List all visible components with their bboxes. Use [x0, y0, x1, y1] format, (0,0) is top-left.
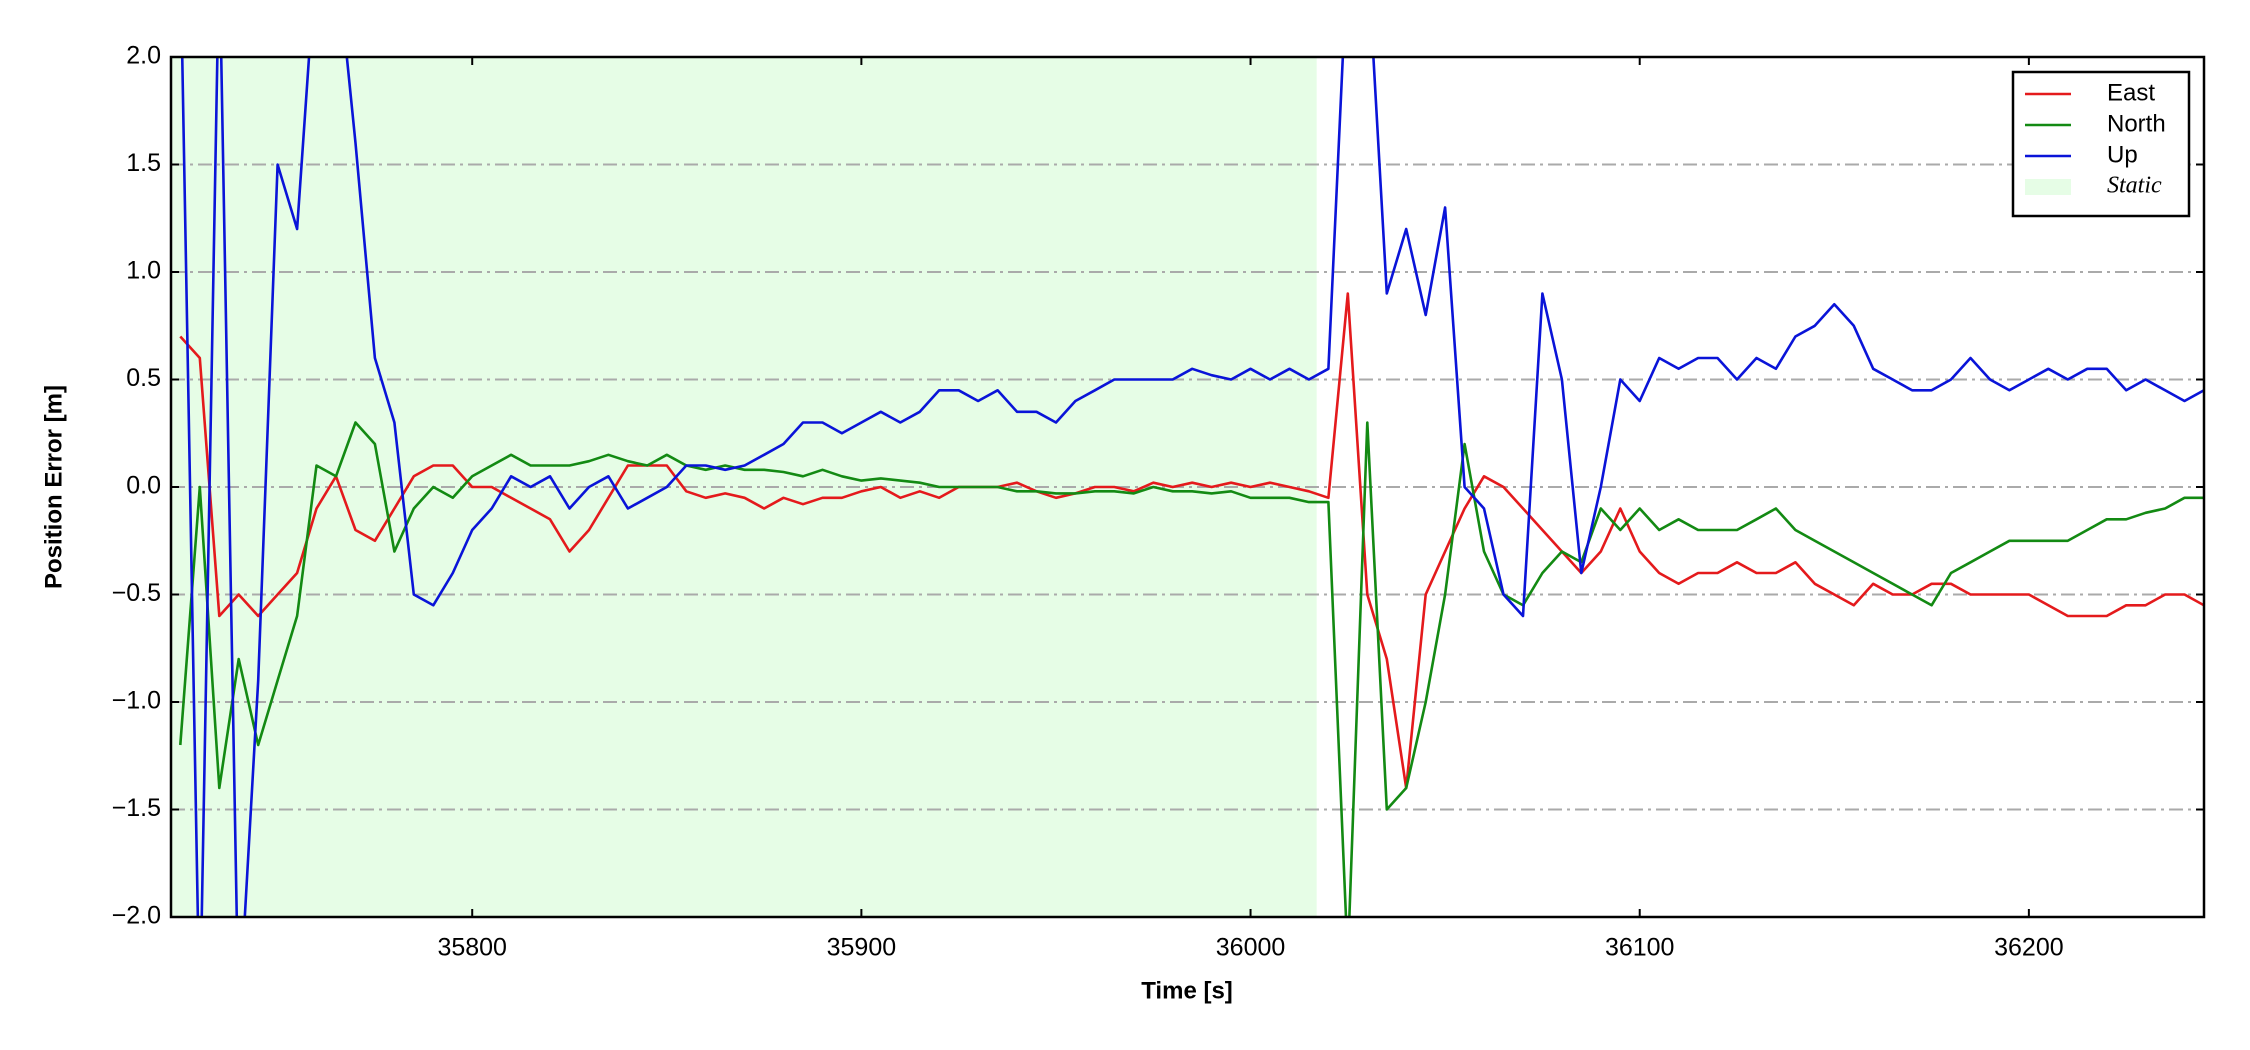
y-tick-label: 1.5 [126, 149, 161, 177]
y-tick-label: −0.5 [112, 579, 161, 607]
x-tick-label: 35900 [827, 934, 897, 962]
x-tick-label: 36000 [1216, 934, 1286, 962]
x-axis-label: Time [s] [1141, 977, 1233, 1004]
y-tick-label: −1.5 [112, 794, 161, 822]
x-tick-label: 36200 [1994, 934, 2064, 962]
y-tick-label: −1.0 [112, 687, 161, 715]
legend-swatch [2025, 179, 2071, 195]
y-tick-label: 2.0 [126, 42, 161, 70]
plot-area [171, 57, 2204, 917]
line-east [179, 292, 2204, 790]
y-tick-label: 0.5 [126, 364, 161, 392]
plot-frame [169, 55, 2206, 919]
y-tick-label: −2.0 [112, 902, 161, 930]
legend-label: North [2107, 110, 2166, 137]
x-tick-label: 36100 [1605, 934, 1675, 962]
y-axis-label: Position Error [m] [40, 385, 67, 589]
line-up [180, 57, 2204, 917]
y-tick-label: 0.0 [126, 472, 161, 500]
y-tick-label: 1.0 [126, 257, 161, 285]
x-tick-label: 35800 [437, 934, 507, 962]
legend-label: East [2107, 79, 2155, 106]
line-north [179, 421, 2204, 917]
legend-label: Up [2107, 141, 2138, 168]
legend-label: Static [2107, 173, 2162, 199]
